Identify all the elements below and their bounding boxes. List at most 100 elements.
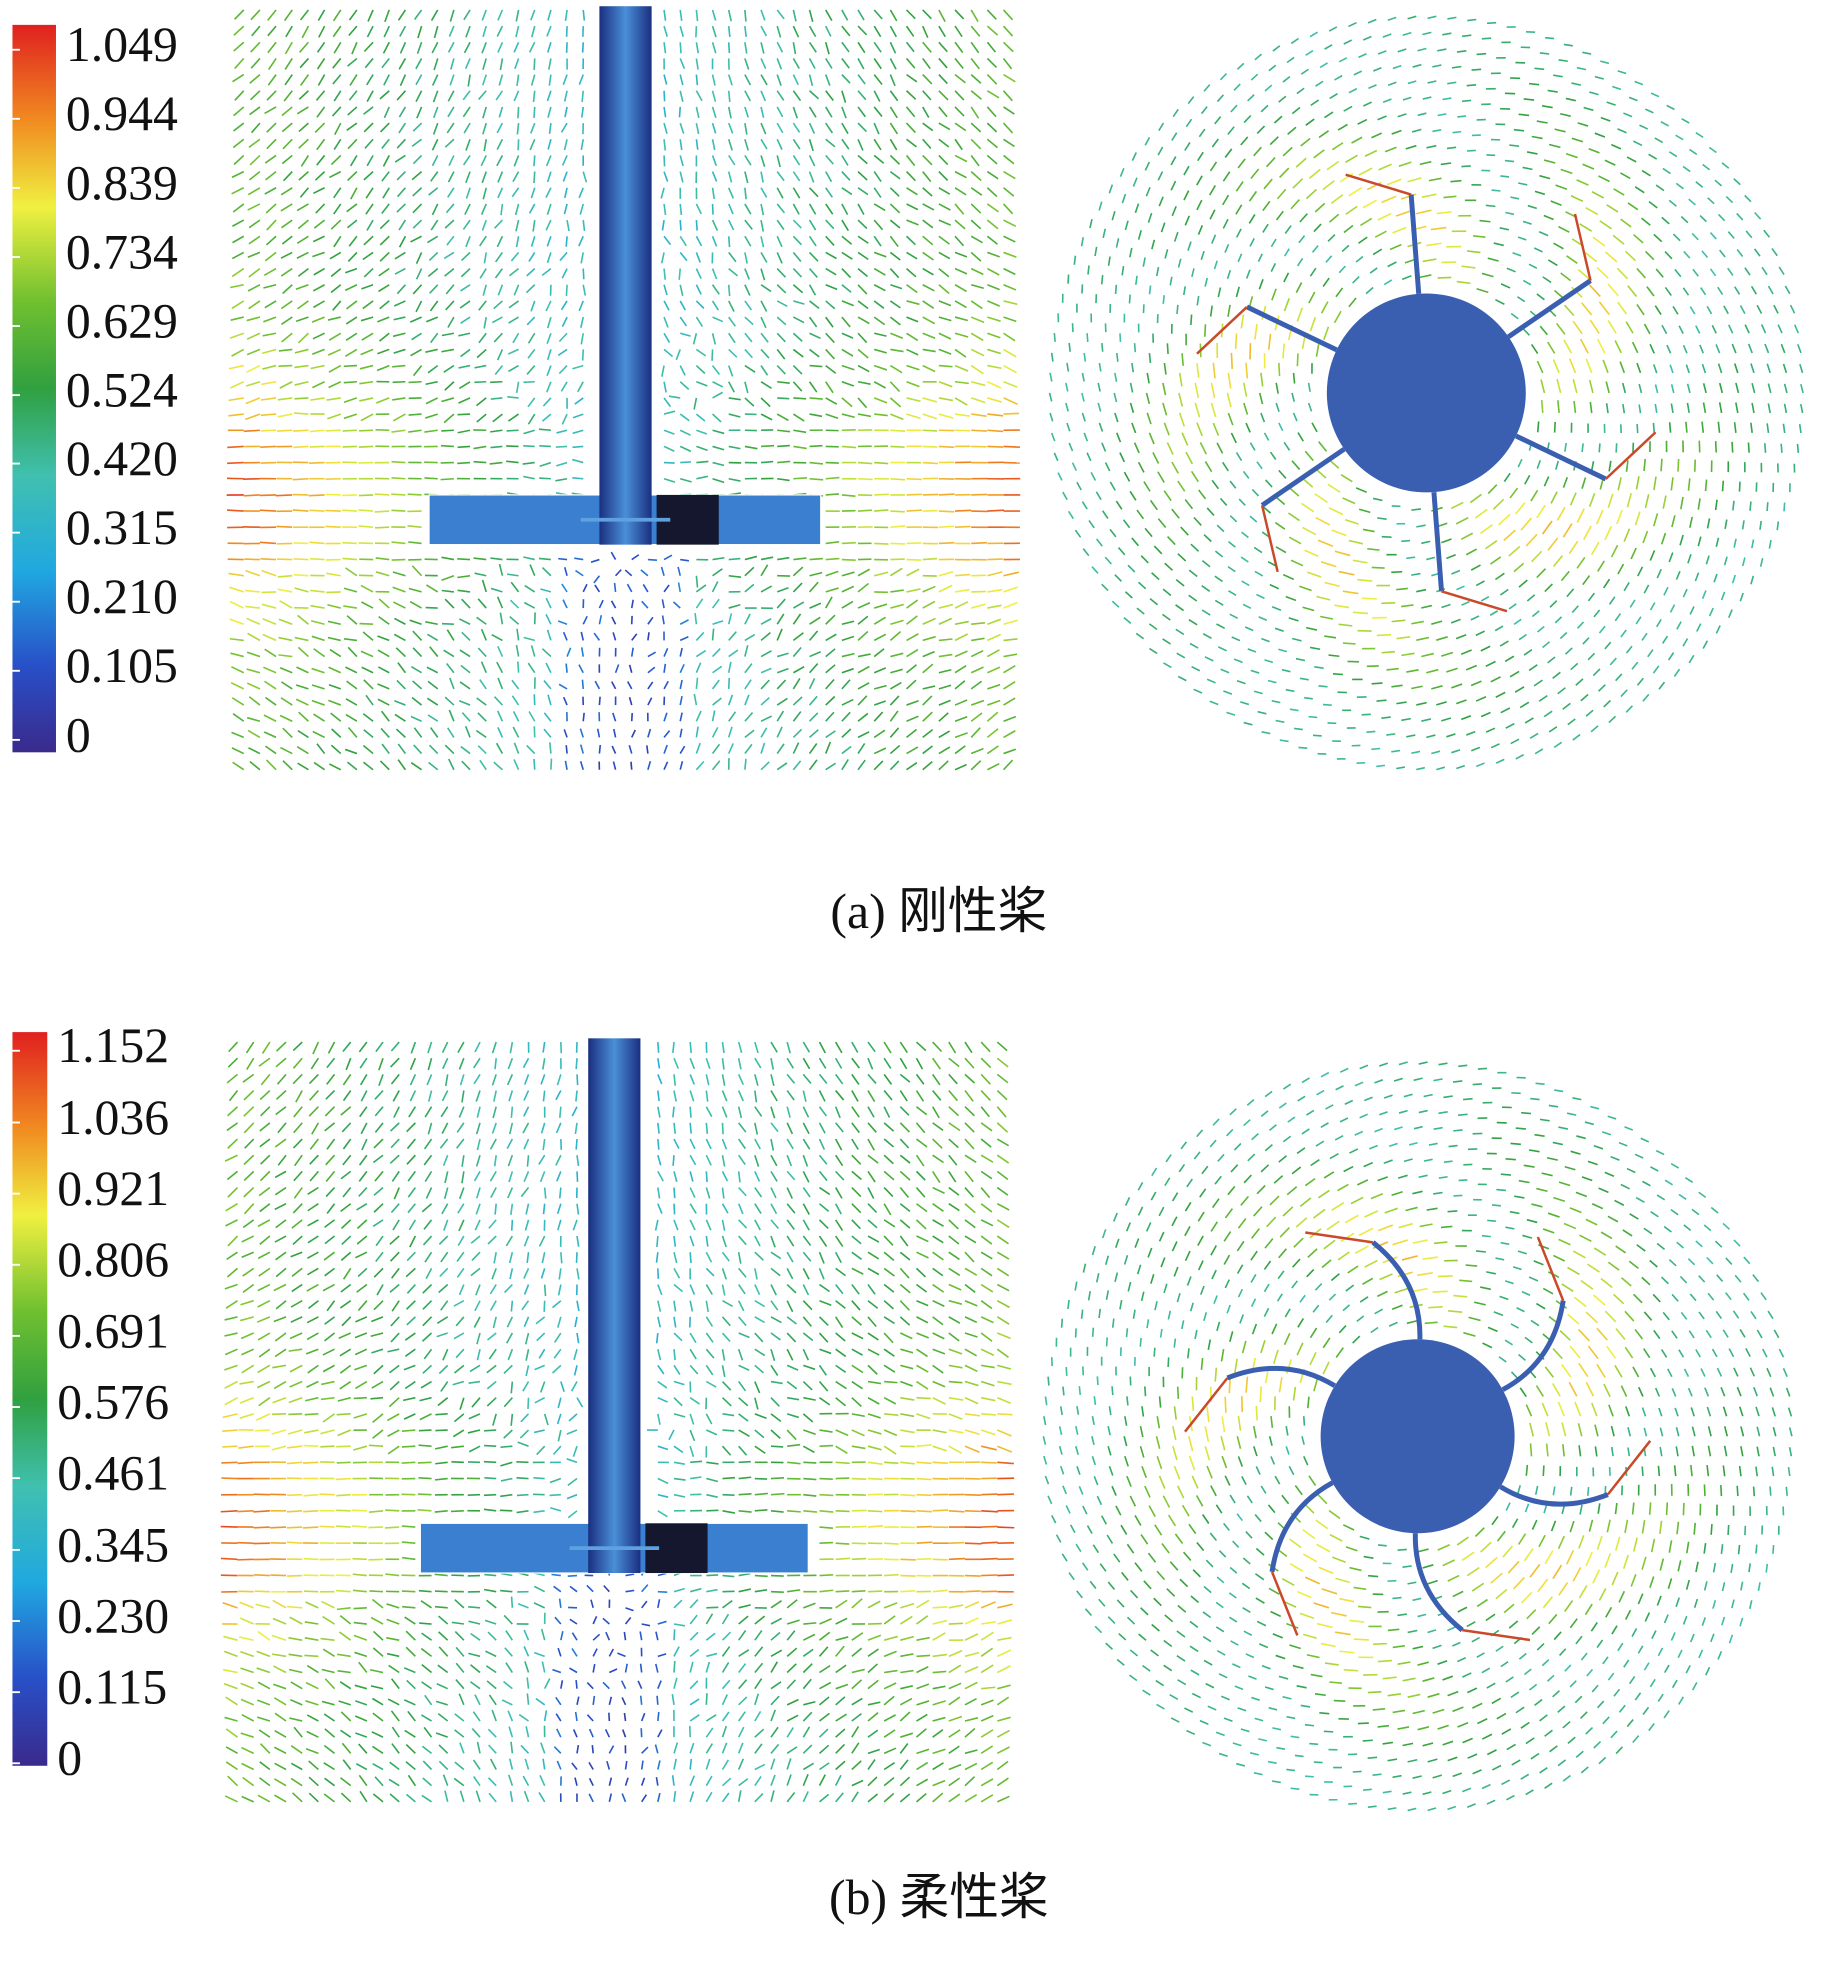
vector-arrow [379, 300, 390, 310]
vector-arrow [677, 566, 682, 576]
vector-arrow [581, 349, 585, 361]
vector-arrow [281, 154, 293, 165]
vector-arrow [770, 1251, 782, 1260]
vector-arrow [1053, 332, 1056, 342]
vector-arrow [443, 251, 455, 260]
vector-arrow [312, 251, 325, 258]
vector-arrow [883, 1219, 896, 1228]
vector-arrow [358, 494, 374, 497]
vector-arrow [705, 1090, 709, 1102]
vector-arrow [391, 460, 406, 464]
vector-arrow [546, 365, 552, 377]
vector-arrow [1193, 516, 1202, 526]
vector-arrow [721, 1171, 729, 1182]
vector-arrow [889, 381, 901, 393]
vector-arrow [987, 558, 1003, 561]
vector-arrow [1460, 649, 1472, 656]
vector-arrow [970, 727, 981, 738]
vector-arrow [1309, 317, 1317, 332]
vector-arrow [1157, 471, 1165, 483]
vector-arrow [271, 1429, 287, 1435]
vector-arrow [394, 154, 406, 163]
vector-arrow [996, 1429, 1012, 1437]
vector-arrow [834, 1235, 844, 1247]
vector-arrow [525, 284, 536, 294]
vector-arrow [1481, 37, 1492, 40]
vector-arrow [1003, 730, 1016, 739]
vector-arrow [433, 58, 439, 71]
vector-arrow [1517, 458, 1523, 468]
vector-arrow [657, 1364, 665, 1375]
vector-arrow [475, 1154, 481, 1167]
vector-arrow [760, 187, 768, 198]
vector-arrow [938, 570, 954, 577]
vector-arrow [673, 1171, 678, 1182]
vector-arrow [1260, 372, 1264, 387]
vector-arrow [1699, 214, 1707, 223]
vector-arrow [503, 1364, 513, 1374]
vector-arrow [964, 1090, 974, 1102]
vector-arrow [381, 743, 390, 755]
vector-arrow [987, 251, 1000, 258]
vector-arrow [582, 583, 588, 593]
vector-arrow [1784, 285, 1791, 295]
vector-arrow [261, 380, 277, 386]
vector-arrow [1245, 269, 1251, 279]
vector-arrow [1793, 324, 1800, 334]
vector-arrow [867, 1510, 883, 1513]
vector-arrow [630, 761, 633, 770]
vector-arrow [900, 1396, 915, 1401]
vector-arrow [954, 397, 968, 406]
vector-arrow [1514, 686, 1525, 693]
vector-arrow [263, 714, 277, 722]
vector-arrow [1003, 170, 1016, 180]
vector-arrow [1196, 199, 1203, 211]
vector-arrow [392, 413, 406, 422]
vector-arrow [397, 662, 407, 674]
vector-arrow [711, 284, 720, 295]
vector-arrow [673, 1300, 677, 1312]
vector-arrow [689, 1252, 692, 1263]
vector-arrow [825, 58, 833, 69]
vector-arrow [1594, 75, 1604, 80]
vector-arrow [476, 1138, 481, 1151]
vector-arrow [293, 1154, 303, 1167]
vector-arrow [395, 647, 406, 658]
vector-arrow [408, 1219, 417, 1231]
vector-arrow [278, 636, 293, 642]
vector-arrow [663, 680, 669, 690]
vector-arrow [481, 41, 487, 54]
vector-arrow [906, 348, 919, 356]
vector-arrow [705, 1316, 714, 1327]
vector-arrow [1564, 442, 1567, 452]
vector-arrow [711, 155, 718, 166]
vector-arrow [247, 187, 261, 196]
vector-arrow [744, 42, 748, 54]
vector-arrow [1539, 325, 1548, 336]
vector-arrow [906, 203, 919, 211]
vector-arrow [776, 268, 787, 278]
vector-arrow [348, 9, 358, 21]
vector-arrow [1634, 511, 1641, 526]
vector-arrow [390, 1057, 400, 1068]
vector-arrow [867, 1445, 882, 1451]
vector-arrow [498, 74, 504, 86]
vector-arrow [340, 1283, 352, 1293]
vector-arrow [744, 758, 747, 770]
vector-arrow [1305, 188, 1318, 200]
vector-arrow [449, 74, 455, 86]
vector-arrow [728, 603, 741, 609]
vector-arrow [1653, 476, 1657, 491]
vector-arrow [1003, 601, 1018, 609]
vector-arrow [883, 1332, 894, 1344]
vector-arrow [851, 1138, 859, 1150]
vector-arrow [509, 615, 520, 625]
vector-arrow [857, 219, 868, 230]
vector-arrow [1577, 122, 1589, 127]
vector-arrow [1479, 219, 1491, 223]
vector-arrow [1406, 734, 1416, 738]
vector-arrow [412, 203, 423, 214]
vector-arrow [754, 1284, 761, 1296]
vector-arrow [245, 397, 261, 405]
vector-arrow [1709, 268, 1717, 277]
